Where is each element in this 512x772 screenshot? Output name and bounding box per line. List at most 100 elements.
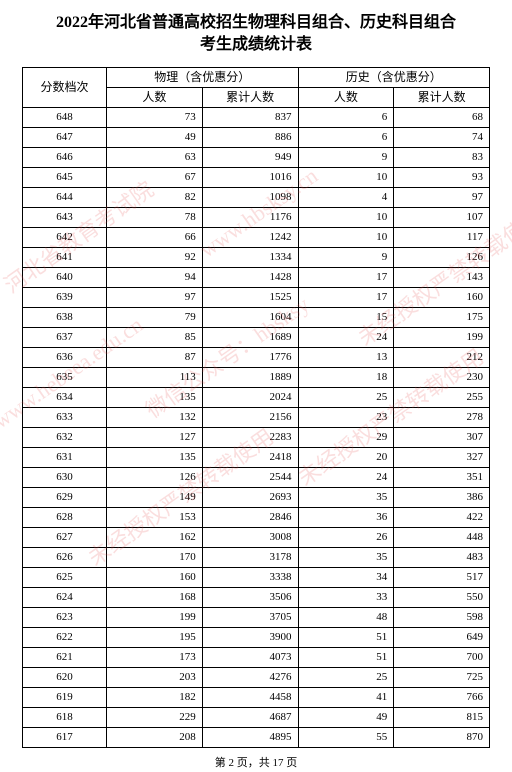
table-row: 64378117610107 <box>23 207 490 227</box>
physics-cumulative-cell: 1428 <box>202 267 298 287</box>
history-cumulative-cell: 327 <box>394 447 490 467</box>
score-cell: 627 <box>23 527 107 547</box>
history-cumulative-cell: 307 <box>394 427 490 447</box>
physics-cumulative-cell: 1525 <box>202 287 298 307</box>
physics-count-cell: 127 <box>107 427 203 447</box>
page-title: 2022年河北省普通高校招生物理科目组合、历史科目组合 考生成绩统计表 <box>0 0 512 67</box>
physics-count-cell: 66 <box>107 227 203 247</box>
history-cumulative-cell: 278 <box>394 407 490 427</box>
history-count-cell: 26 <box>298 527 394 547</box>
history-cumulative-cell: 255 <box>394 387 490 407</box>
history-cumulative-cell: 448 <box>394 527 490 547</box>
table-row: 619182445841766 <box>23 687 490 707</box>
score-cell: 635 <box>23 367 107 387</box>
header-history: 历史（含优惠分） <box>298 67 489 87</box>
history-count-cell: 17 <box>298 267 394 287</box>
score-table: 分数档次 物理（含优惠分） 历史（含优惠分） 人数 累计人数 人数 累计人数 6… <box>22 67 490 748</box>
physics-cumulative-cell: 837 <box>202 107 298 127</box>
physics-cumulative-cell: 949 <box>202 147 298 167</box>
history-count-cell: 34 <box>298 567 394 587</box>
history-count-cell: 24 <box>298 467 394 487</box>
physics-count-cell: 49 <box>107 127 203 147</box>
score-cell: 636 <box>23 347 107 367</box>
score-cell: 621 <box>23 647 107 667</box>
physics-count-cell: 73 <box>107 107 203 127</box>
physics-cumulative-cell: 2156 <box>202 407 298 427</box>
physics-count-cell: 94 <box>107 267 203 287</box>
history-count-cell: 35 <box>298 547 394 567</box>
table-row: 64749886674 <box>23 127 490 147</box>
history-count-cell: 25 <box>298 667 394 687</box>
physics-cumulative-cell: 4073 <box>202 647 298 667</box>
physics-cumulative-cell: 3705 <box>202 607 298 627</box>
table-row: 618229468749815 <box>23 707 490 727</box>
physics-count-cell: 199 <box>107 607 203 627</box>
history-count-cell: 10 <box>298 227 394 247</box>
physics-cumulative-cell: 2418 <box>202 447 298 467</box>
table-row: 617208489555870 <box>23 727 490 747</box>
score-cell: 628 <box>23 507 107 527</box>
history-count-cell: 25 <box>298 387 394 407</box>
score-cell: 647 <box>23 127 107 147</box>
score-cell: 623 <box>23 607 107 627</box>
history-count-cell: 15 <box>298 307 394 327</box>
table-row: 625160333834517 <box>23 567 490 587</box>
table-row: 63687177613212 <box>23 347 490 367</box>
table-row: 64094142817143 <box>23 267 490 287</box>
history-cumulative-cell: 517 <box>394 567 490 587</box>
table-row: 64873837668 <box>23 107 490 127</box>
history-count-cell: 9 <box>298 247 394 267</box>
physics-count-cell: 170 <box>107 547 203 567</box>
table-row: 64663949983 <box>23 147 490 167</box>
physics-count-cell: 87 <box>107 347 203 367</box>
score-cell: 631 <box>23 447 107 467</box>
score-cell: 618 <box>23 707 107 727</box>
score-cell: 646 <box>23 147 107 167</box>
physics-count-cell: 92 <box>107 247 203 267</box>
history-count-cell: 55 <box>298 727 394 747</box>
score-cell: 633 <box>23 407 107 427</box>
history-count-cell: 18 <box>298 367 394 387</box>
score-cell: 626 <box>23 547 107 567</box>
table-row: 631135241820327 <box>23 447 490 467</box>
score-cell: 629 <box>23 487 107 507</box>
physics-count-cell: 162 <box>107 527 203 547</box>
history-cumulative-cell: 870 <box>394 727 490 747</box>
history-count-cell: 10 <box>298 207 394 227</box>
physics-count-cell: 135 <box>107 387 203 407</box>
table-row: 629149269335386 <box>23 487 490 507</box>
physics-count-cell: 97 <box>107 287 203 307</box>
history-count-cell: 35 <box>298 487 394 507</box>
table-row: 634135202425255 <box>23 387 490 407</box>
table-row: 63785168924199 <box>23 327 490 347</box>
score-cell: 622 <box>23 627 107 647</box>
score-cell: 632 <box>23 427 107 447</box>
physics-count-cell: 85 <box>107 327 203 347</box>
physics-count-cell: 63 <box>107 147 203 167</box>
physics-count-cell: 195 <box>107 627 203 647</box>
physics-count-cell: 149 <box>107 487 203 507</box>
history-count-cell: 24 <box>298 327 394 347</box>
history-cumulative-cell: 107 <box>394 207 490 227</box>
physics-count-cell: 113 <box>107 367 203 387</box>
history-count-cell: 9 <box>298 147 394 167</box>
score-cell: 639 <box>23 287 107 307</box>
history-cumulative-cell: 117 <box>394 227 490 247</box>
history-cumulative-cell: 126 <box>394 247 490 267</box>
score-cell: 617 <box>23 727 107 747</box>
physics-cumulative-cell: 1098 <box>202 187 298 207</box>
physics-count-cell: 160 <box>107 567 203 587</box>
header-physics-count: 人数 <box>107 87 203 107</box>
history-count-cell: 49 <box>298 707 394 727</box>
table-row: 627162300826448 <box>23 527 490 547</box>
table-row: 63997152517160 <box>23 287 490 307</box>
score-cell: 638 <box>23 307 107 327</box>
history-count-cell: 13 <box>298 347 394 367</box>
history-count-cell: 48 <box>298 607 394 627</box>
history-cumulative-cell: 815 <box>394 707 490 727</box>
physics-count-cell: 208 <box>107 727 203 747</box>
history-cumulative-cell: 386 <box>394 487 490 507</box>
physics-count-cell: 173 <box>107 647 203 667</box>
physics-cumulative-cell: 4276 <box>202 667 298 687</box>
physics-cumulative-cell: 2283 <box>202 427 298 447</box>
